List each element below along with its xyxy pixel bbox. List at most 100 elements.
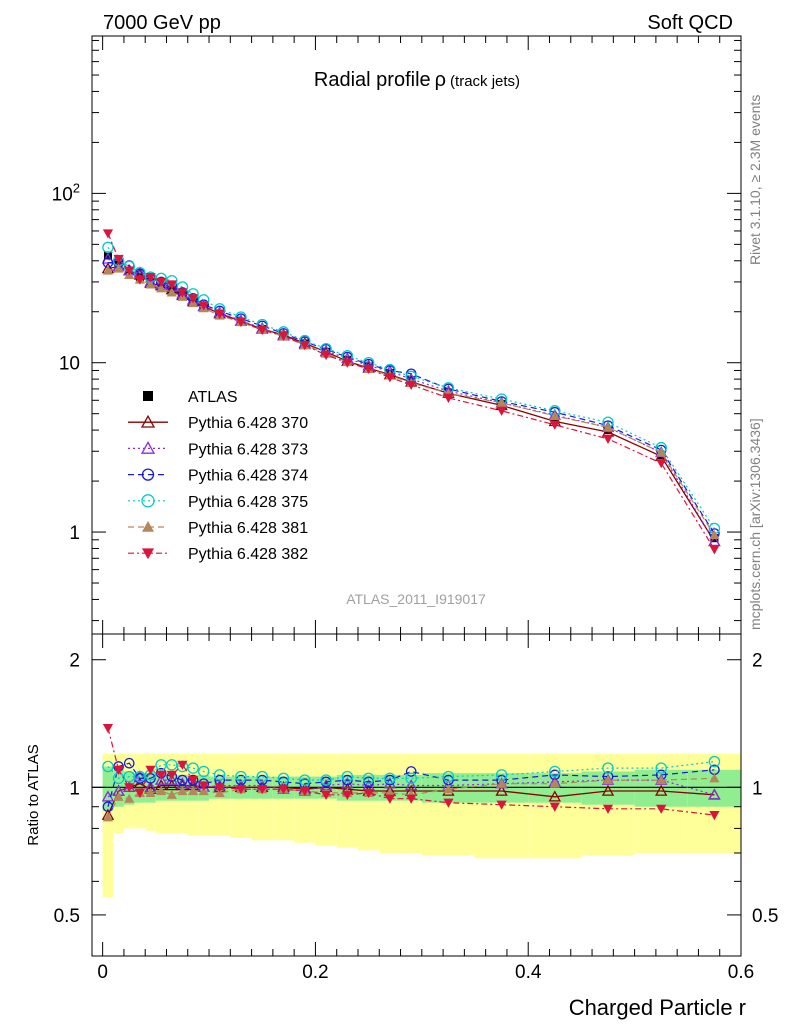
ratio-line-3 (107, 761, 715, 781)
ratio-point-s4-23 (602, 775, 614, 785)
main-point-s5-24 (656, 447, 667, 457)
ratio-point-s4-24 (656, 775, 667, 785)
main-point-s6-18 (384, 373, 396, 383)
main-frame (91, 35, 742, 635)
side-text-top: Rivet 3.1.10, ≥ 2.3M events (747, 95, 763, 265)
ratio-point-s5-24 (656, 804, 667, 814)
ratio-point-s5-1 (113, 765, 124, 775)
ratio-point-s0-21 (495, 784, 508, 796)
ratio-point-s2-17 (363, 776, 374, 788)
main-point-s6-25 (709, 545, 720, 555)
ratio-point-s3-13 (277, 772, 290, 785)
main-point-s6-5 (156, 277, 167, 288)
ratio-point-s3-18 (384, 772, 396, 785)
main-point-s6-9 (198, 301, 209, 311)
main-point-s5-5 (156, 283, 167, 293)
ratio-point-s5-4 (145, 765, 156, 775)
ratio-point-s3-24 (655, 762, 667, 774)
ratio-point-s3-8 (187, 762, 199, 774)
y-tick-label-2: 102 (52, 180, 80, 205)
ratio-point-s3-20 (442, 770, 455, 783)
legend-marker-0 (143, 391, 153, 401)
main-point-s6-2 (124, 266, 135, 276)
ratio-point-s3-25 (708, 755, 721, 768)
ratio-point-s1-25 (708, 788, 721, 800)
ratio-point-s1-3 (133, 770, 147, 782)
ratio-point-s5-11 (235, 785, 247, 795)
ratio-y-label-left-2: 2 (69, 651, 80, 672)
ratio-point-s1-16 (341, 777, 354, 789)
ratio-point-s5-10 (214, 783, 225, 793)
main-title: Radial profile ρ (track jets) (314, 69, 520, 91)
main-point-s6-21 (496, 406, 507, 416)
main-point-s5-1 (113, 263, 124, 273)
legend-marker-6 (142, 548, 154, 560)
ratio-point-s3-17 (362, 772, 375, 785)
ratio-point-s5-13 (278, 785, 289, 795)
ratio-ticks: 0.5 0.5 1 1 2 2 (54, 651, 779, 927)
outer-band-bin (102, 753, 114, 898)
legend-label-4: Pythia 6.428 375 (188, 494, 308, 511)
ratio-point-s5-19 (406, 794, 417, 804)
legend-label-5: Pythia 6.428 381 (188, 520, 308, 537)
ratio-ylabel: Ratio to ATLAS (25, 744, 42, 845)
ratio-point-s0-3 (133, 777, 147, 789)
ratio-point-s3-22 (549, 765, 561, 778)
ratio-point-s5-0 (102, 723, 114, 734)
header-right: Soft QCD (647, 12, 733, 34)
main-point-s6-15 (320, 350, 332, 361)
main-point-s6-0 (102, 229, 114, 239)
y-tick-label-1: 10 (59, 354, 80, 375)
ratio-point-s3-19 (405, 772, 417, 785)
ratio-point-s3-11 (235, 770, 247, 783)
analysis-id: ATLAS_2011_I919017 (346, 591, 486, 607)
ratio-point-s5-15 (320, 790, 332, 800)
ratio-point-s3-14 (299, 774, 311, 786)
ratio-point-s5-6 (166, 770, 177, 780)
ratio-point-s4-7 (177, 785, 188, 796)
main-point-s6-17 (363, 364, 374, 374)
main-point-s6-19 (406, 380, 417, 390)
ratio-point-s0-24 (655, 784, 668, 796)
ratio-point-s3-3 (134, 770, 146, 783)
ratio-y-label-right-1: 1 (752, 778, 763, 799)
ratio-line-2 (107, 762, 715, 807)
ratio-series-layer (101, 723, 721, 822)
ratio-point-s5-9 (198, 781, 209, 791)
main-point-s5-22 (549, 410, 560, 421)
ratio-point-s4-6 (166, 789, 177, 799)
ratio-point-s4-21 (496, 778, 507, 788)
main-point-s5-0 (102, 265, 114, 275)
ratio-point-s1-6 (165, 773, 178, 785)
ratio-point-s5-5 (156, 770, 167, 780)
main-panel: 1 10 102 Radial profile ρ (track jets) ATLAS… (52, 35, 742, 956)
series-line-4 (107, 247, 715, 529)
ratio-point-s3-12 (256, 770, 268, 783)
ratio-point-s5-21 (496, 800, 507, 810)
ratio-point-s2-2 (123, 757, 135, 769)
ratio-point-s2-0 (102, 801, 114, 813)
main-point-s5-4 (145, 279, 156, 289)
ratio-point-s2-7 (177, 774, 188, 786)
main-point-s5-6 (166, 287, 177, 297)
ratio-point-s5-23 (602, 804, 614, 814)
main-point-s6-12 (257, 325, 268, 336)
ratio-point-s4-1 (113, 791, 124, 801)
ratio-point-s0-6 (165, 779, 178, 791)
ratio-point-s1-19 (404, 779, 418, 791)
main-point-s6-8 (187, 294, 199, 304)
ratio-frame (91, 633, 742, 957)
outer-band-bin (336, 753, 358, 848)
ratio-point-s5-22 (549, 802, 560, 812)
ratio-y-label-right-0: 0.5 (752, 906, 778, 927)
main-point-s6-7 (177, 288, 188, 298)
legend-label-3: Pythia 6.428 374 (188, 468, 308, 485)
ratio-point-s4-22 (549, 778, 560, 788)
ratio-point-s0-22 (548, 790, 562, 802)
main-point-s6-11 (235, 317, 247, 328)
main-point-s5-25 (709, 529, 720, 540)
ratio-y-label-left-0: 0.5 (54, 906, 80, 927)
main-point-s6-23 (602, 434, 614, 444)
ratio-point-s5-12 (257, 785, 268, 795)
